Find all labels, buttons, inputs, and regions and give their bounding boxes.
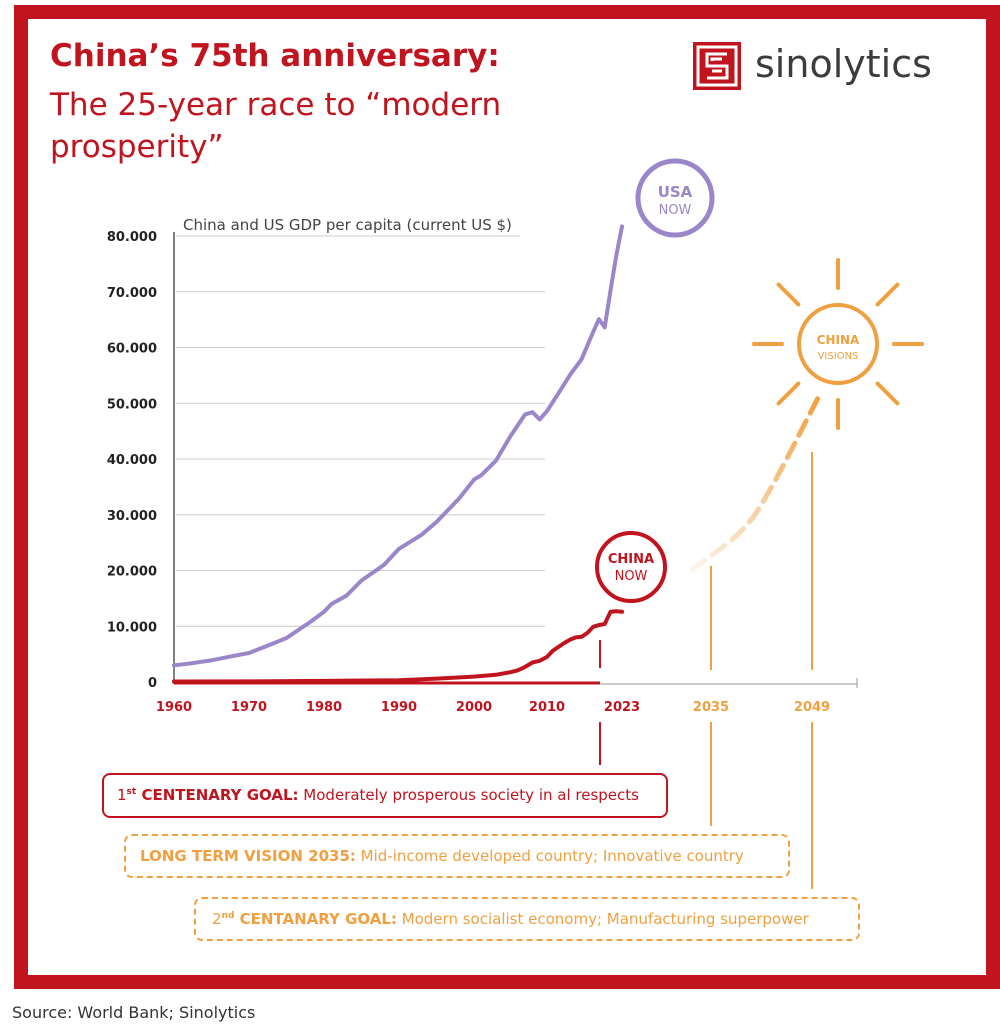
goal-second-centenary: 2nd CENTANARY GOAL: Modern socialist eco… xyxy=(194,897,860,941)
goal-3-title: CENTANARY GOAL: xyxy=(234,910,397,928)
y-tick-70000: 70.000 xyxy=(107,286,157,301)
axes xyxy=(173,232,858,688)
china-now-label-1: CHINA xyxy=(608,552,654,567)
usa-now-label-1: USA xyxy=(658,183,693,201)
goal-3-sup: nd xyxy=(221,911,235,921)
usa-now-label-2: NOW xyxy=(659,203,692,218)
y-tick-10000: 10.000 xyxy=(107,620,157,635)
goal-3-num: 2 xyxy=(212,910,222,928)
x-tick-2023: 2023 xyxy=(604,700,640,715)
x-tick-1990: 1990 xyxy=(381,700,417,715)
source-note: Source: World Bank; Sinolytics xyxy=(12,1003,256,1022)
goal-3-text: Modern socialist economy; Manufacturing … xyxy=(396,910,809,928)
x-tick-2049: 2049 xyxy=(794,700,830,715)
goal-1-text: Moderately prosperous society in al resp… xyxy=(298,786,639,804)
series-usa xyxy=(172,224,624,668)
y-tick-20000: 20.000 xyxy=(107,565,157,580)
sun-ray-5 xyxy=(776,282,801,307)
y-tick-80000: 80.000 xyxy=(107,230,157,245)
x-tick-1980: 1980 xyxy=(306,700,342,715)
grid-lines xyxy=(176,235,545,627)
y-tick-50000: 50.000 xyxy=(107,397,157,412)
x-tick-2035: 2035 xyxy=(693,700,729,715)
y-tick-30000: 30.000 xyxy=(107,509,157,524)
chart-title: China’s 75th anniversary: xyxy=(50,38,500,74)
y-tick-60000: 60.000 xyxy=(107,342,157,357)
annotations: USA NOW CHINA NOW CHINA VISIONS xyxy=(595,158,924,889)
sun-ray-7 xyxy=(875,282,900,307)
goal-2-title: LONG TERM VISION 2035: xyxy=(140,847,356,865)
y-axis-label: China and US GDP per capita (current US … xyxy=(183,216,512,234)
goal-1-num: 1 xyxy=(117,786,127,804)
china-visions-circle xyxy=(797,303,879,385)
china-visions-label-1: CHINA xyxy=(817,333,860,347)
projection-line xyxy=(689,395,821,573)
china-now-label-2: NOW xyxy=(615,569,648,584)
usa-now-circle xyxy=(635,158,715,238)
gdp-chart: 0 10.000 20.000 30.000 40.000 50.000 60.000 70.… xyxy=(107,158,924,889)
chart-subtitle: The 25-year race to “modern prosperity” xyxy=(50,87,502,165)
chart-frame xyxy=(14,5,1000,989)
series-china xyxy=(172,609,624,684)
china-now-circle xyxy=(595,531,667,603)
y-tick-0: 0 xyxy=(148,676,157,691)
goal-long-term-vision: LONG TERM VISION 2035: Mid-income develo… xyxy=(124,834,790,878)
x-tick-labels: 1960 1970 1980 1990 2000 2010 2023 2035 2049 xyxy=(156,700,830,715)
sinolytics-logo-icon xyxy=(693,42,741,90)
goal-1-sup: st xyxy=(126,787,137,797)
y-tick-40000: 40.000 xyxy=(107,453,157,468)
x-tick-1960: 1960 xyxy=(156,700,192,715)
goal-1-title: CENTENARY GOAL: xyxy=(136,786,299,804)
goal-first-centenary: 1st CENTENARY GOAL: Moderately prosperou… xyxy=(102,773,668,818)
sun-ray-1 xyxy=(875,381,900,406)
series-lines xyxy=(172,224,624,684)
sun-ray-3 xyxy=(776,381,801,406)
x-tick-2000: 2000 xyxy=(456,700,492,715)
y-tick-labels: 0 10.000 20.000 30.000 40.000 50.000 60.000 70.… xyxy=(107,230,157,691)
goal-2-text: Mid-income developed country; Innovative… xyxy=(355,847,744,865)
logo-wordmark: sinolytics xyxy=(755,42,932,86)
x-tick-2010: 2010 xyxy=(529,700,565,715)
china-visions-label-2: VISIONS xyxy=(818,351,859,362)
x-tick-1970: 1970 xyxy=(231,700,267,715)
